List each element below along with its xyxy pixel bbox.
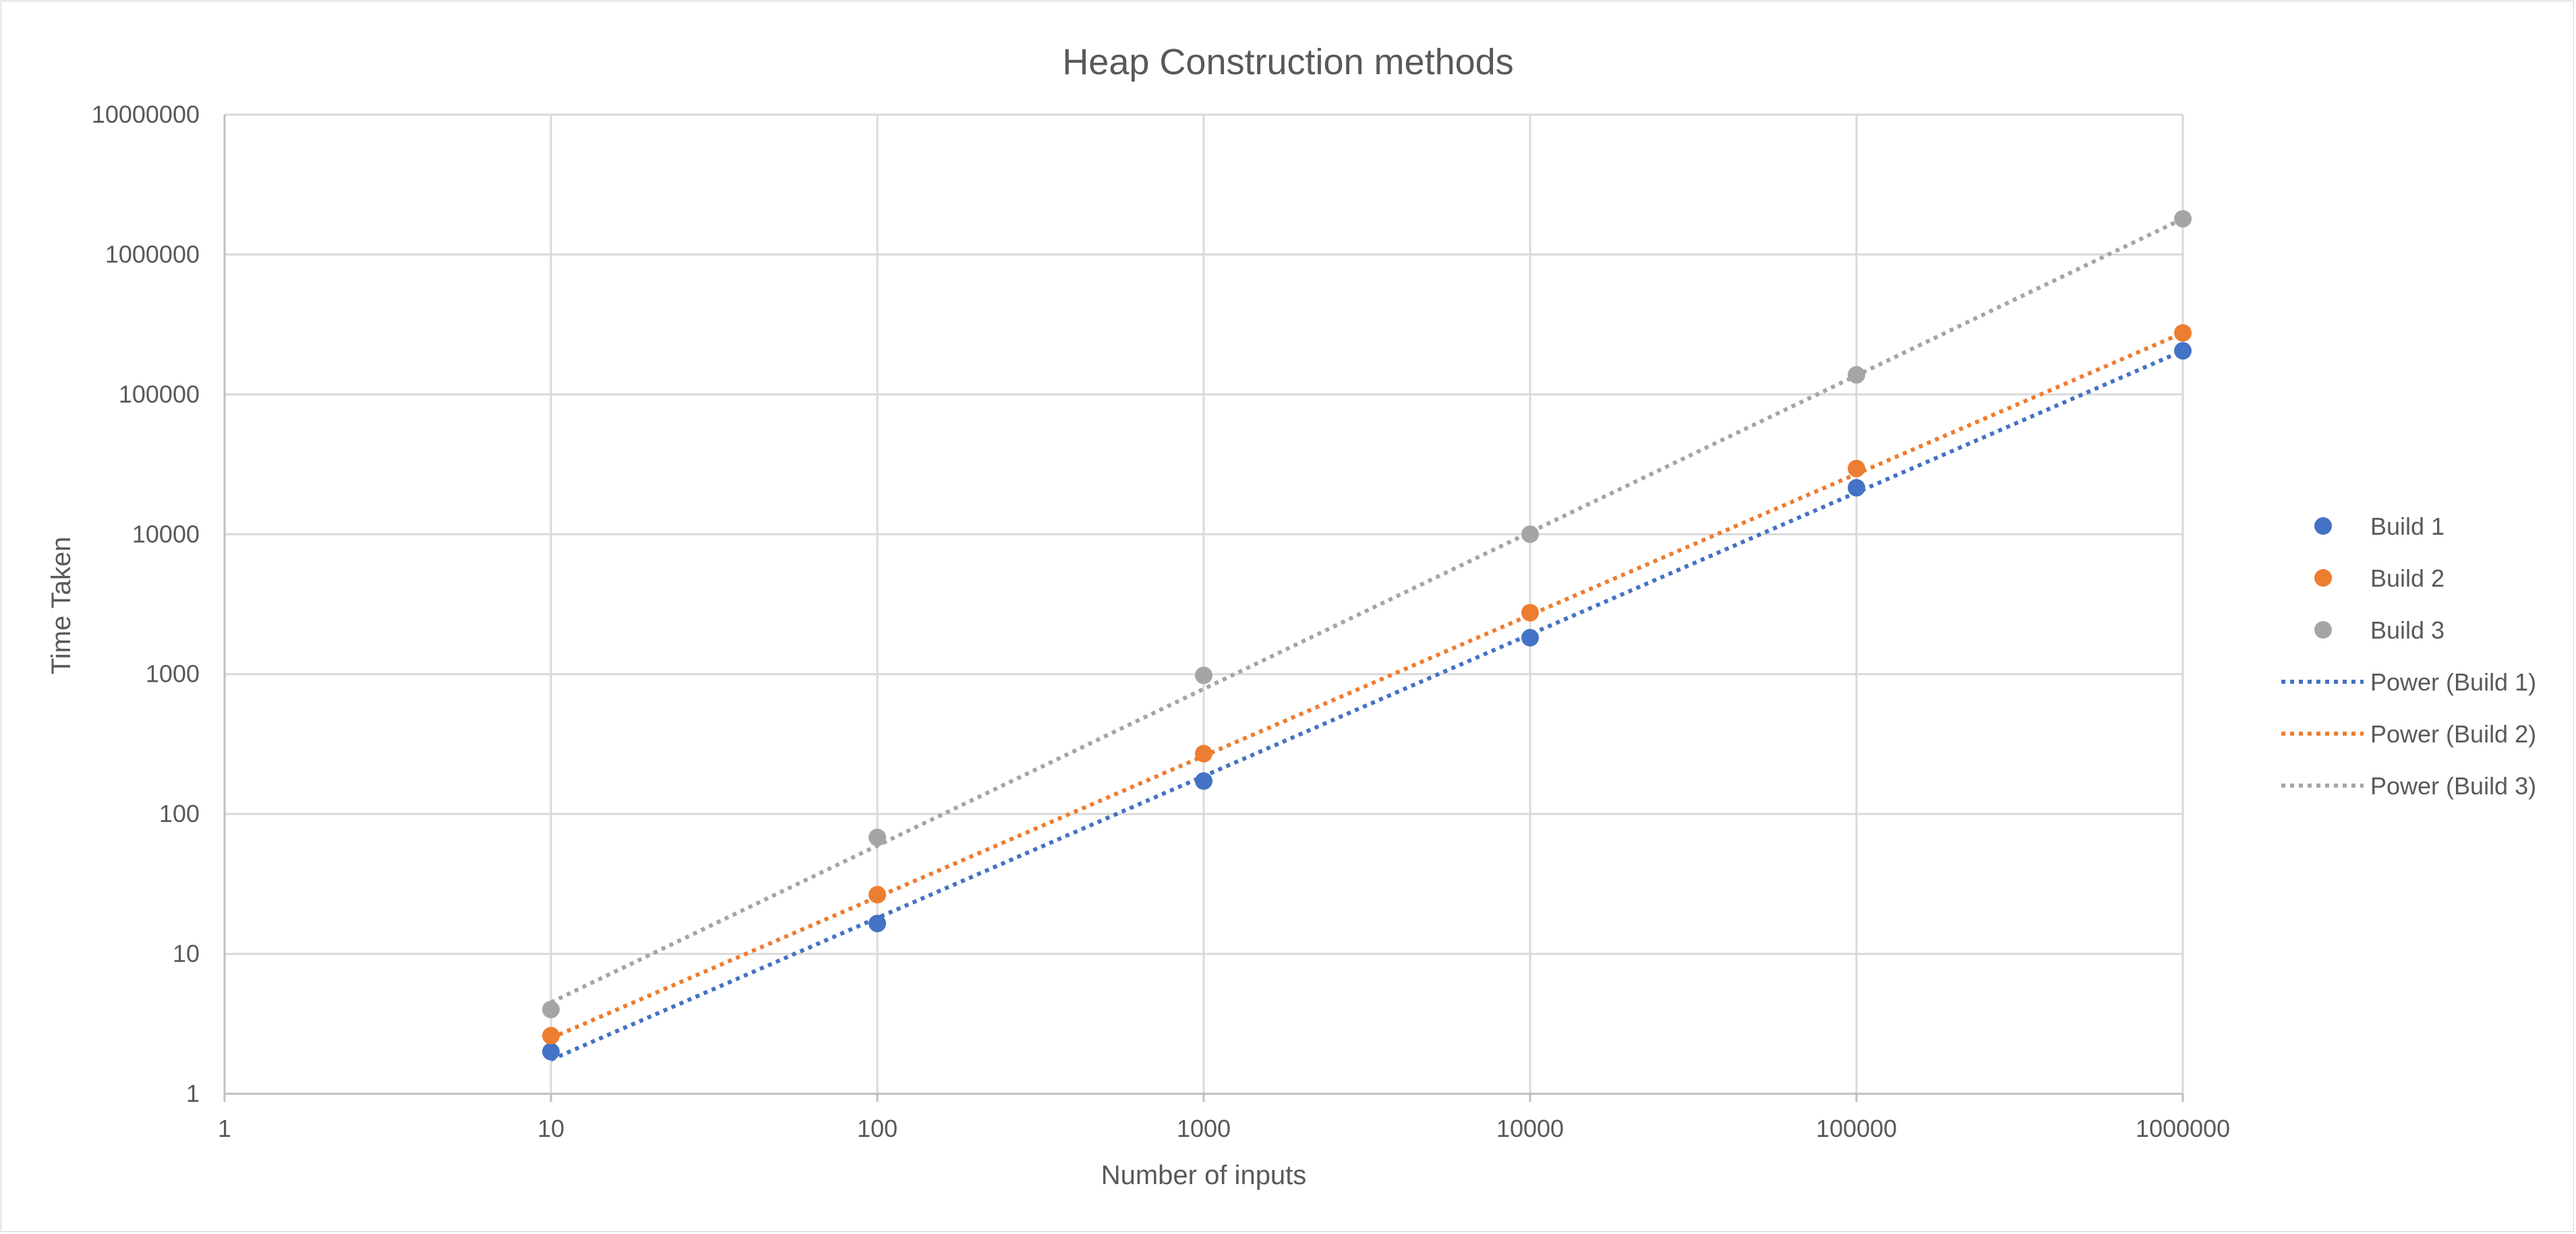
point-build-2-10 [542, 1026, 560, 1045]
y-tick-label-10: 10 [173, 940, 200, 968]
legend-marker-build-3 [2314, 621, 2332, 639]
y-tick-label-1000: 1000 [146, 660, 200, 688]
point-build-1-100 [869, 914, 886, 933]
point-build-1-1000000 [2174, 342, 2192, 360]
point-build-3-10000 [1521, 525, 1539, 543]
x-tick-label-100000: 100000 [1816, 1115, 1897, 1142]
trendlines [550, 216, 2184, 1062]
point-build-2-100000 [1848, 459, 1865, 477]
y-tick-label-100: 100 [159, 800, 200, 827]
legend: Build 1 Build 2 Build 3 Power (Build 1) Powe… [2281, 512, 2536, 800]
trendline-power-build-1 [550, 349, 2184, 1062]
point-build-3-100 [869, 828, 886, 846]
point-build-1-10 [542, 1042, 560, 1061]
chart-title: Heap Construction methods [1062, 42, 1513, 82]
y-tick-label-1: 1 [186, 1080, 200, 1107]
point-build-3-10 [542, 1001, 560, 1019]
x-tick-label-10000: 10000 [1496, 1115, 1564, 1142]
trendline-power-build-2 [550, 330, 2184, 1040]
x-tick-label-10: 10 [537, 1115, 564, 1142]
legend-label-build-1: Build 1 [2370, 512, 2445, 540]
y-tick-label-100000: 100000 [119, 380, 200, 408]
legend-label-power-build-2: Power (Build 2) [2370, 720, 2536, 748]
legend-label-build-2: Build 2 [2370, 564, 2445, 592]
legend-label-power-build-3: Power (Build 3) [2370, 772, 2536, 800]
y-tick-label-10000000: 10000000 [92, 100, 200, 128]
legend-marker-build-2 [2314, 569, 2332, 587]
x-tick-label-1: 1 [218, 1115, 231, 1142]
trendline-power-build-3 [550, 216, 2184, 1005]
legend-label-build-3: Build 3 [2370, 616, 2445, 644]
point-build-3-1000000 [2174, 210, 2192, 228]
legend-label-power-build-1: Power (Build 1) [2370, 668, 2536, 696]
axis-layer [223, 115, 2184, 1102]
x-axis-title: Number of inputs [1101, 1160, 1307, 1190]
data-points [542, 210, 2192, 1061]
x-tick-label-100: 100 [857, 1115, 898, 1142]
x-tick-label-1000: 1000 [1177, 1115, 1231, 1142]
point-build-3-100000 [1848, 365, 1865, 384]
y-axis-title: Time Taken [47, 537, 76, 675]
point-build-2-100 [869, 885, 886, 904]
x-tick-label-1000000: 1000000 [2136, 1115, 2230, 1142]
point-build-1-100000 [1848, 479, 1865, 497]
tick-labels: 1 10 100 1000 10000 100000 1000000 1 10 100 1000 10… [92, 100, 2230, 1142]
grid-layer [225, 113, 2184, 1094]
point-build-1-10000 [1521, 628, 1539, 647]
legend-marker-build-1 [2314, 517, 2332, 535]
y-tick-label-10000: 10000 [132, 520, 200, 548]
point-build-2-1000000 [2174, 324, 2192, 342]
point-build-2-10000 [1521, 604, 1539, 622]
point-build-2-1000 [1195, 744, 1212, 763]
y-tick-label-1000000: 1000000 [105, 240, 200, 268]
point-build-1-1000 [1195, 772, 1212, 790]
point-build-3-1000 [1195, 666, 1212, 684]
